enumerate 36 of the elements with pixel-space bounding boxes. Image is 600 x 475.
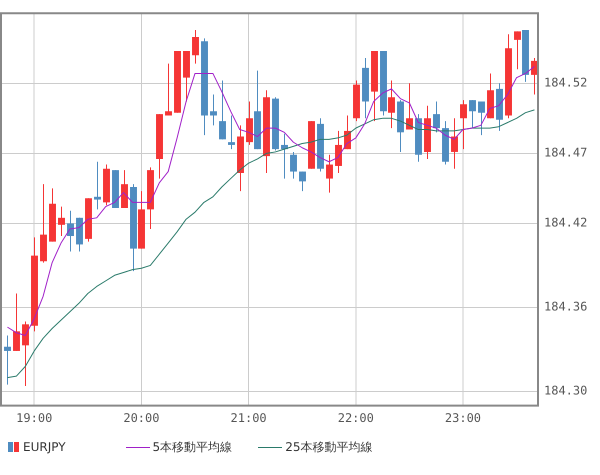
candlestick (326, 154, 333, 194)
candlestick (219, 80, 226, 140)
candlestick (335, 130, 342, 174)
candlestick (478, 100, 485, 136)
candlestick (210, 94, 217, 126)
legend-label: 5本移動平均線 (152, 438, 232, 456)
candlestick (451, 118, 458, 170)
candlestick (299, 171, 306, 192)
legend-label: EURJPY (23, 440, 66, 454)
candlestick (433, 100, 440, 133)
candlestick (460, 100, 467, 150)
candlestick (228, 115, 235, 150)
x-tick-label: 22:00 (338, 410, 374, 425)
y-tick-label: 184.42 (544, 216, 588, 230)
x-tick-label: 20:00 (123, 410, 160, 425)
y-tick-label: 184.47 (544, 145, 588, 160)
candlestick (94, 161, 101, 210)
legend-label: 25本移動平均線 (285, 438, 372, 456)
x-tick-label: 21:00 (230, 410, 267, 425)
candlestick (13, 292, 20, 352)
candlestick (121, 170, 128, 208)
candlestick (514, 30, 521, 70)
y-tick-label: 184.30 (544, 384, 588, 398)
y-tick-label: 184.36 (544, 300, 588, 314)
y-tick-label: 184.52 (544, 75, 588, 90)
x-tick-label: 19:00 (16, 410, 52, 425)
candlestick (58, 206, 65, 237)
candlestick (192, 30, 199, 64)
candlestick (469, 100, 476, 129)
candlestick (4, 335, 11, 386)
candlestick (165, 63, 172, 116)
candlestick (388, 80, 395, 129)
candlestick (290, 151, 297, 180)
candlestick (246, 100, 253, 146)
candlestick (22, 321, 29, 386)
x-tick-label: 23:00 (444, 410, 482, 425)
